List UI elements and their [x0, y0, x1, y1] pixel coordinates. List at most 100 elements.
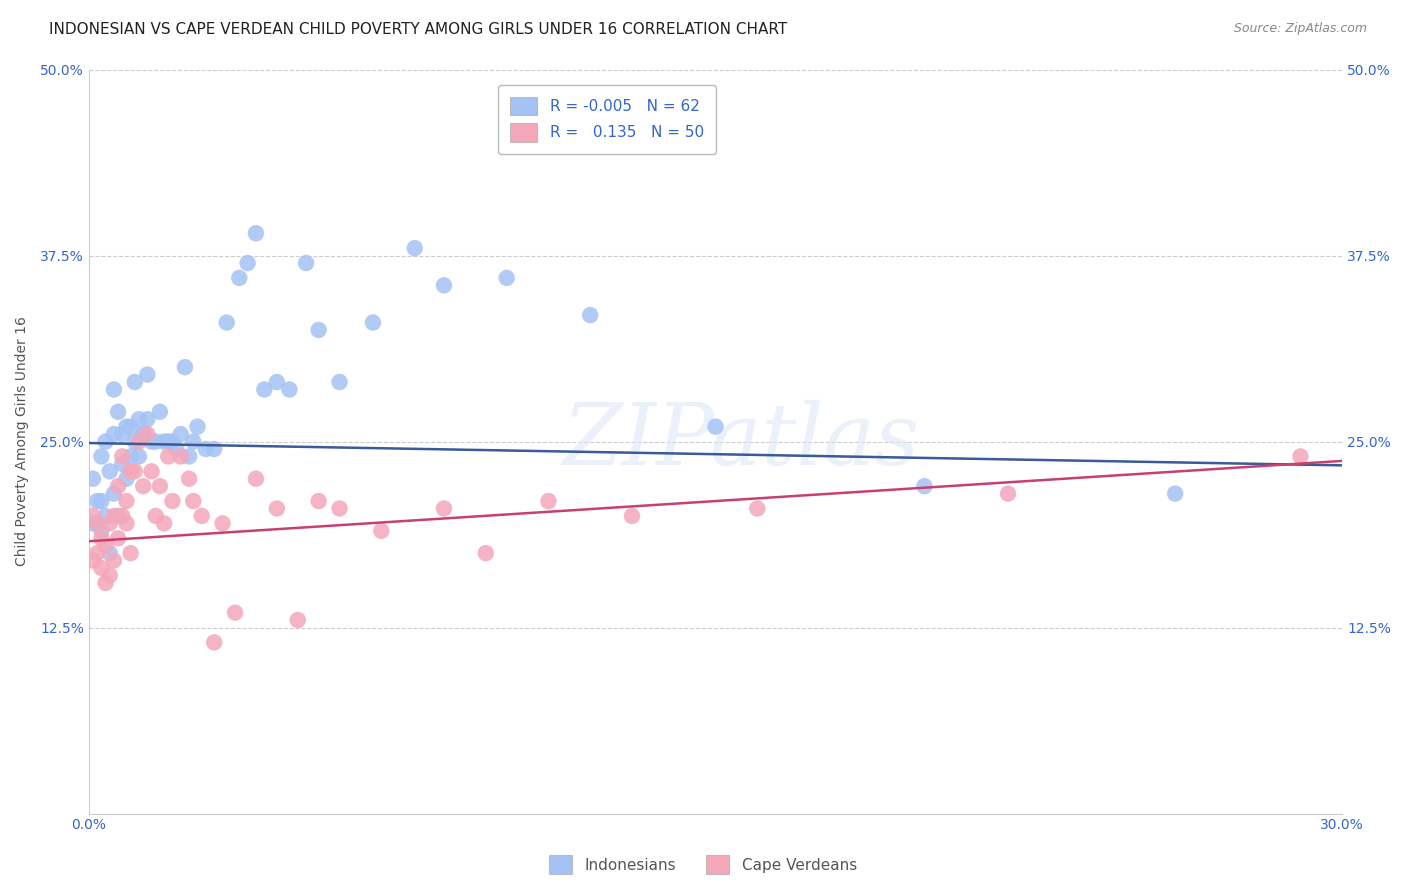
Point	[153, 516, 176, 531]
Point	[914, 479, 936, 493]
Point	[145, 508, 167, 523]
Text: Source: ZipAtlas.com: Source: ZipAtlas.com	[1233, 22, 1367, 36]
Point	[228, 271, 250, 285]
Point	[128, 450, 150, 464]
Point	[194, 442, 217, 456]
Point	[145, 434, 167, 449]
Point	[132, 479, 155, 493]
Point	[120, 450, 142, 464]
Point	[115, 419, 138, 434]
Point	[132, 427, 155, 442]
Point	[90, 494, 112, 508]
Point	[174, 360, 197, 375]
Point	[747, 501, 769, 516]
Point	[107, 508, 129, 523]
Point	[433, 501, 456, 516]
Point	[190, 508, 212, 523]
Point	[124, 375, 146, 389]
Point	[253, 383, 276, 397]
Point	[157, 434, 180, 449]
Point	[266, 501, 288, 516]
Point	[103, 383, 125, 397]
Point	[202, 442, 225, 456]
Point	[128, 434, 150, 449]
Point	[308, 494, 330, 508]
Y-axis label: Child Poverty Among Girls Under 16: Child Poverty Among Girls Under 16	[15, 317, 30, 566]
Point	[141, 464, 163, 478]
Point	[103, 486, 125, 500]
Point	[361, 316, 384, 330]
Point	[295, 256, 318, 270]
Point	[82, 516, 104, 531]
Point	[120, 419, 142, 434]
Point	[149, 479, 172, 493]
Point	[308, 323, 330, 337]
Point	[245, 472, 267, 486]
Point	[236, 256, 259, 270]
Point	[620, 508, 643, 523]
Point	[90, 561, 112, 575]
Point	[111, 427, 134, 442]
Point	[82, 472, 104, 486]
Legend: R = -0.005   N = 62, R =   0.135   N = 50: R = -0.005 N = 62, R = 0.135 N = 50	[498, 85, 716, 154]
Point	[162, 434, 184, 449]
Point	[86, 546, 108, 560]
Point	[157, 450, 180, 464]
Point	[94, 508, 117, 523]
Point	[433, 278, 456, 293]
Point	[474, 546, 496, 560]
Legend: Indonesians, Cape Verdeans: Indonesians, Cape Verdeans	[543, 849, 863, 880]
Point	[124, 434, 146, 449]
Point	[141, 434, 163, 449]
Point	[287, 613, 309, 627]
Point	[537, 494, 560, 508]
Point	[107, 479, 129, 493]
Point	[1164, 486, 1187, 500]
Point	[90, 524, 112, 538]
Point	[90, 531, 112, 545]
Point	[404, 241, 426, 255]
Point	[328, 375, 350, 389]
Point	[115, 472, 138, 486]
Point	[224, 606, 246, 620]
Point	[103, 427, 125, 442]
Text: INDONESIAN VS CAPE VERDEAN CHILD POVERTY AMONG GIRLS UNDER 16 CORRELATION CHART: INDONESIAN VS CAPE VERDEAN CHILD POVERTY…	[49, 22, 787, 37]
Point	[181, 494, 204, 508]
Point	[149, 405, 172, 419]
Point	[136, 427, 159, 442]
Point	[1289, 450, 1312, 464]
Point	[166, 442, 188, 456]
Point	[86, 516, 108, 531]
Point	[98, 568, 121, 582]
Point	[179, 450, 201, 464]
Point	[245, 226, 267, 240]
Point	[211, 516, 233, 531]
Point	[98, 464, 121, 478]
Point	[128, 412, 150, 426]
Point	[94, 434, 117, 449]
Point	[98, 516, 121, 531]
Point	[170, 450, 193, 464]
Point	[495, 271, 517, 285]
Point	[278, 383, 301, 397]
Point	[328, 501, 350, 516]
Text: ZIPatlas: ZIPatlas	[562, 401, 920, 483]
Point	[115, 516, 138, 531]
Point	[136, 368, 159, 382]
Point	[94, 575, 117, 590]
Point	[86, 516, 108, 531]
Point	[579, 308, 602, 322]
Point	[162, 494, 184, 508]
Point	[103, 508, 125, 523]
Point	[153, 434, 176, 449]
Point	[120, 464, 142, 478]
Point	[107, 531, 129, 545]
Point	[266, 375, 288, 389]
Point	[94, 539, 117, 553]
Point	[98, 546, 121, 560]
Point	[111, 450, 134, 464]
Point	[120, 546, 142, 560]
Point	[170, 427, 193, 442]
Point	[704, 419, 727, 434]
Point	[215, 316, 238, 330]
